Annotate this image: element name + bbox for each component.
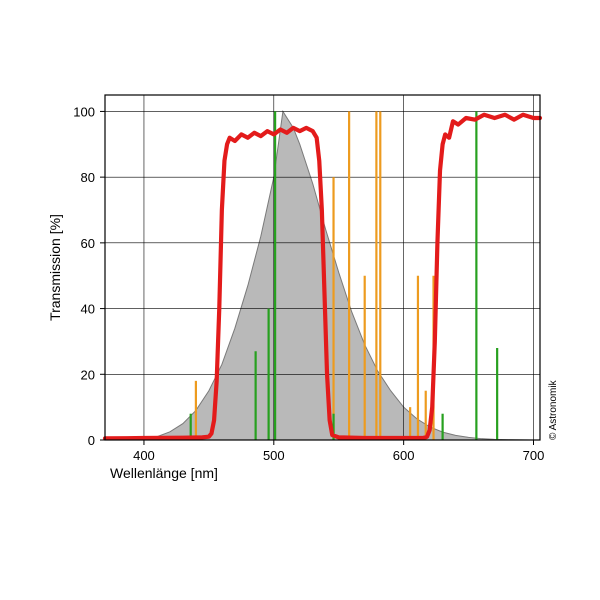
x-axis-label: Wellenlänge [nm]	[110, 465, 218, 481]
y-tick-label: 100	[73, 104, 95, 119]
y-axis-label: Transmission [%]	[47, 214, 63, 321]
x-tick-label: 400	[133, 448, 155, 463]
x-tick-label: 600	[393, 448, 415, 463]
x-tick-label: 700	[523, 448, 545, 463]
y-tick-label: 20	[81, 367, 95, 382]
y-tick-label: 40	[81, 302, 95, 317]
transmission-chart: 400 500 600 700 0 20 40 60 80 100 Wellenlänge [nm]…	[0, 0, 600, 600]
y-tick-label: 60	[81, 236, 95, 251]
x-tick-label: 500	[263, 448, 285, 463]
y-tick-label: 0	[88, 433, 95, 448]
credit-label: © Astronomik	[548, 379, 559, 440]
y-tick-label: 80	[81, 170, 95, 185]
